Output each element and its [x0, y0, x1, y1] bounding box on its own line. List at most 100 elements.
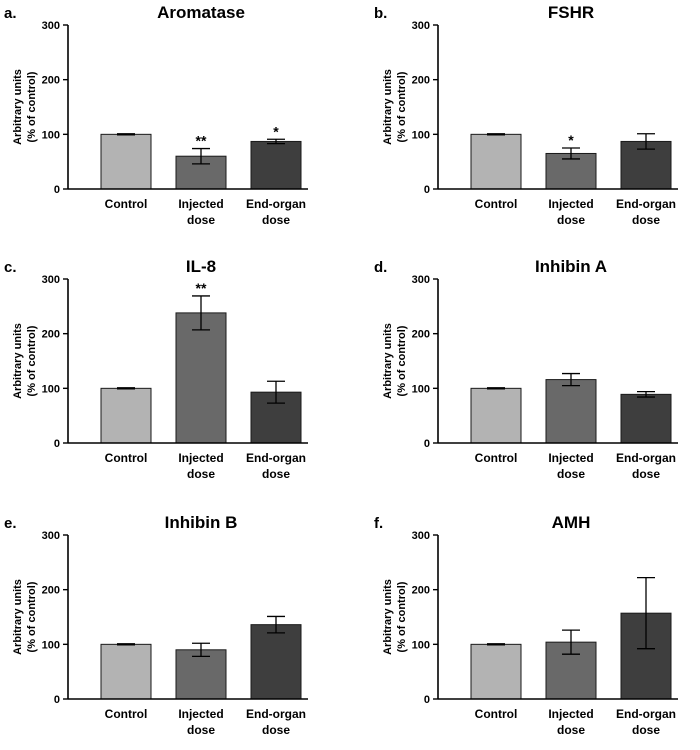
- y-axis-label-line: (% of control): [396, 581, 408, 652]
- y-tick-label: 200: [42, 585, 60, 597]
- y-tick-label: 100: [412, 639, 430, 651]
- y-axis-label-line: Arbitrary units: [382, 579, 394, 655]
- x-tick-label: Injected: [178, 197, 223, 211]
- panel-label: f.: [374, 515, 383, 532]
- x-tick-label: dose: [262, 467, 290, 481]
- x-tick-label: dose: [187, 467, 215, 481]
- y-axis-label: Arbitrary units (% of control): [382, 69, 408, 145]
- x-tick-label: dose: [187, 723, 215, 737]
- chart-panel-6: f. AMH Arbitrary units (% of control) Contro…: [374, 513, 678, 737]
- chart-title: IL-8: [186, 257, 216, 276]
- y-tick-label: 300: [42, 20, 60, 32]
- bar-2: [175, 649, 227, 700]
- y-tick-label: 100: [42, 129, 60, 141]
- y-tick-label: 200: [42, 75, 60, 87]
- bar-1: [470, 133, 522, 190]
- y-tick-label: 0: [424, 438, 430, 450]
- bar-1: [100, 387, 152, 444]
- y-axis-label: Arbitrary units (% of control): [12, 323, 38, 399]
- x-tick-label: Control: [105, 451, 148, 465]
- y-axis-label-line: (% of control): [26, 325, 38, 396]
- bar-1: [470, 387, 522, 444]
- x-tick-label: Control: [475, 451, 518, 465]
- panel-label: c.: [4, 259, 17, 276]
- x-tick-label: Injected: [178, 451, 223, 465]
- y-axis-label: Arbitrary units (% of control): [382, 323, 408, 399]
- x-tick-label: End-organ: [616, 451, 676, 465]
- bar-3: [620, 393, 672, 444]
- x-tick-label: dose: [632, 467, 660, 481]
- x-tick-label: Injected: [548, 707, 593, 721]
- x-tick-label: dose: [262, 723, 290, 737]
- x-tick-label: End-organ: [616, 707, 676, 721]
- y-axis-label-line: Arbitrary units: [12, 69, 24, 145]
- y-tick-label: 100: [412, 383, 430, 395]
- y-tick-label: 300: [412, 274, 430, 286]
- x-tick-label: Injected: [548, 197, 593, 211]
- bar-1: [100, 133, 152, 190]
- bar-1: [470, 643, 522, 700]
- y-axis-label: Arbitrary units (% of control): [382, 579, 408, 655]
- y-axis-label-line: Arbitrary units: [382, 323, 394, 399]
- x-tick-label: Control: [105, 707, 148, 721]
- x-tick-label: dose: [557, 723, 585, 737]
- y-tick-label: 0: [424, 184, 430, 196]
- y-axis-label-line: (% of control): [26, 71, 38, 142]
- y-tick-label: 300: [412, 530, 430, 542]
- bar-1: [100, 643, 152, 700]
- x-tick-label: End-organ: [246, 451, 306, 465]
- y-axis-label: Arbitrary units (% of control): [12, 69, 38, 145]
- x-tick-label: dose: [557, 213, 585, 227]
- y-tick-label: 200: [412, 329, 430, 341]
- x-tick-label: Injected: [548, 451, 593, 465]
- x-tick-label: dose: [262, 213, 290, 227]
- significance-marker: **: [196, 280, 207, 296]
- bar-3: [250, 140, 302, 190]
- x-tick-label: End-organ: [616, 197, 676, 211]
- chart-panel-5: e. Inhibin B Arbitrary units (% of control)…: [4, 513, 308, 737]
- chart-title: Inhibin A: [535, 257, 607, 276]
- y-axis-label-line: Arbitrary units: [12, 579, 24, 655]
- chart-panel-1: a. Aromatase Arbitrary units (% of control)…: [4, 3, 308, 227]
- chart-panel-4: d. Inhibin A Arbitrary units (% of control)…: [374, 257, 678, 481]
- chart-title: Aromatase: [157, 3, 245, 22]
- y-tick-label: 200: [412, 75, 430, 87]
- panel-label: b.: [374, 5, 387, 22]
- x-tick-label: Control: [475, 197, 518, 211]
- y-tick-label: 300: [42, 274, 60, 286]
- y-axis-label-line: (% of control): [26, 581, 38, 652]
- y-tick-label: 200: [412, 585, 430, 597]
- chart-title: AMH: [552, 513, 591, 532]
- y-tick-label: 100: [42, 383, 60, 395]
- significance-marker: *: [273, 123, 279, 139]
- chart-panel-2: b. FSHR Arbitrary units (% of control) Contr…: [374, 3, 678, 227]
- x-tick-label: End-organ: [246, 197, 306, 211]
- panel-label: a.: [4, 5, 17, 22]
- y-tick-label: 300: [412, 20, 430, 32]
- y-axis-label-line: (% of control): [396, 325, 408, 396]
- x-tick-label: dose: [632, 723, 660, 737]
- x-tick-label: dose: [557, 467, 585, 481]
- y-tick-label: 100: [42, 639, 60, 651]
- panel-label: d.: [374, 259, 387, 276]
- x-tick-label: dose: [187, 213, 215, 227]
- significance-marker: **: [196, 133, 207, 149]
- y-tick-label: 100: [412, 129, 430, 141]
- y-tick-label: 0: [54, 694, 60, 706]
- x-tick-label: Control: [105, 197, 148, 211]
- y-axis-label: Arbitrary units (% of control): [12, 579, 38, 655]
- x-tick-label: End-organ: [246, 707, 306, 721]
- panel-label: e.: [4, 515, 17, 532]
- bar-2: [175, 312, 227, 444]
- y-tick-label: 0: [54, 438, 60, 450]
- x-tick-label: dose: [632, 213, 660, 227]
- x-tick-label: Injected: [178, 707, 223, 721]
- y-axis-label-line: Arbitrary units: [382, 69, 394, 145]
- y-tick-label: 300: [42, 530, 60, 542]
- chart-title: Inhibin B: [165, 513, 238, 532]
- bar-3: [250, 624, 302, 700]
- y-tick-label: 0: [54, 184, 60, 196]
- significance-marker: *: [568, 132, 574, 148]
- chart-panel-3: c. IL-8 Arbitrary units (% of control) Contr…: [4, 257, 308, 481]
